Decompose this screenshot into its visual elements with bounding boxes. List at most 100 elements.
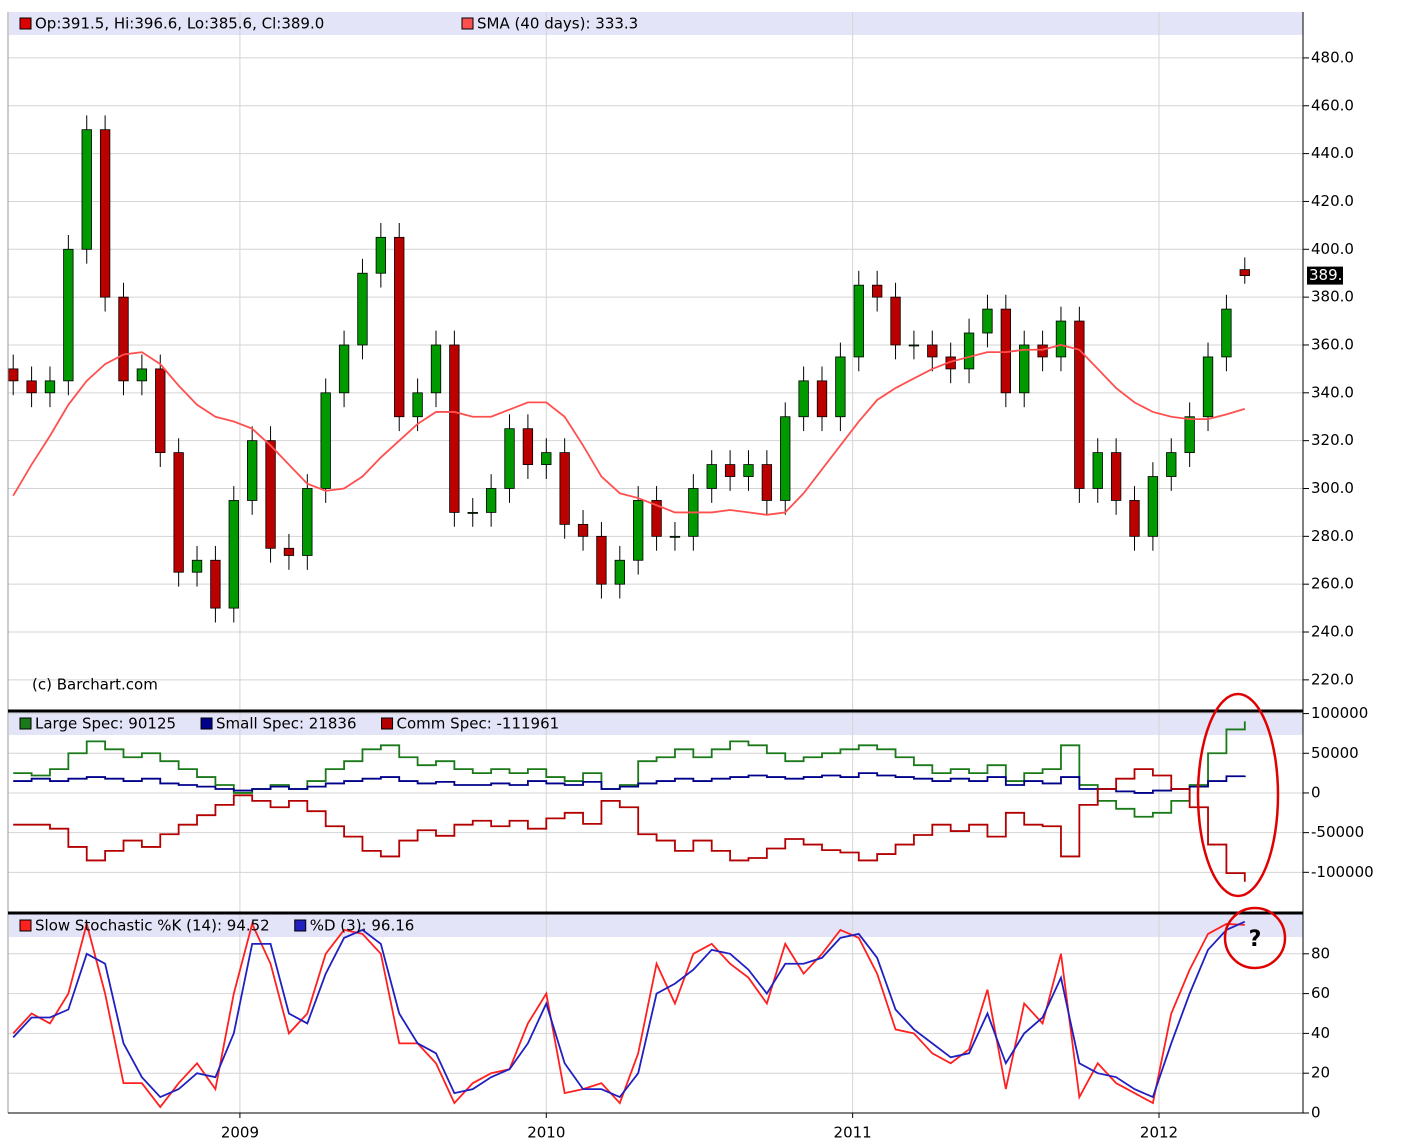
candle-body [228,500,239,609]
candle-body [780,416,791,501]
candle-body [522,428,534,465]
candle-body [265,440,276,549]
candle-body [1074,320,1085,489]
y-tick-label: 40 [1311,1024,1330,1042]
candle-body [651,500,662,537]
legend-label: Op:391.5, Hi:396.6, Lo:385.6, Cl:389.0 [35,15,324,33]
candle-body [743,464,754,477]
candle-body [357,272,368,346]
candle-body [1221,308,1232,358]
candle-body [853,284,864,358]
y-tick-label: 360.0 [1311,335,1354,353]
series-line [13,772,1246,794]
legend-swatch [381,717,394,730]
legend-strip [9,712,1303,735]
candle-body [871,284,883,298]
candle-body [614,559,625,585]
candle-body [1147,476,1159,537]
candle-body [927,344,938,358]
y-tick-label: -100000 [1311,863,1374,881]
candle-body [8,368,19,382]
candle-body [890,296,901,346]
y-tick-label: 320.0 [1311,431,1354,449]
candle-body [982,308,993,334]
candle-body [320,392,331,489]
x-tick-label: 2011 [834,1124,872,1142]
legend-label: %D (3): 96.16 [310,917,415,935]
series-line [12,344,1246,516]
candle-body [118,296,129,382]
series-line [13,768,1246,882]
y-tick-label: 0 [1311,783,1321,801]
y-tick-label: 80 [1311,944,1330,962]
legend-label: SMA (40 days): 333.3 [477,15,638,33]
candle-body [706,464,717,489]
candle-body [761,464,773,501]
x-tick-label: 2009 [221,1124,259,1142]
legend-swatch [19,919,32,932]
legend-label: Small Spec: 21836 [216,715,357,733]
candle-body [449,344,460,513]
y-tick-label: 480.0 [1311,48,1354,66]
y-tick-label: 60 [1311,984,1330,1002]
y-tick-label: 440.0 [1311,144,1354,162]
candle-body [81,129,92,250]
candle-body [283,547,295,556]
candle-body [136,368,148,382]
candle-body [1166,452,1177,477]
y-tick-label: 380.0 [1311,288,1354,306]
candle-body [1239,269,1250,277]
legend-swatch [19,17,32,30]
candle-body [173,452,184,573]
annotation-text: ? [1249,927,1262,952]
candle-body [1110,452,1122,501]
candle-body [394,236,405,418]
y-tick-label: -50000 [1311,823,1364,841]
series-line [12,920,1246,1099]
y-tick-label: 420.0 [1311,192,1354,210]
candle-body [816,380,828,418]
candle-body [247,440,258,501]
legend-label: Comm Spec: -111961 [397,715,560,733]
candle-body [191,559,203,573]
last-price-label: 389.0 [1309,266,1352,284]
candle-body [835,356,846,418]
candle-body [155,368,166,454]
candle-body [1092,452,1103,489]
candle-body [559,452,570,525]
candle-body [1184,416,1195,454]
candle-body [908,344,920,347]
y-tick-label: 100000 [1311,704,1368,722]
y-tick-label: 280.0 [1311,527,1354,545]
candle-body [302,488,313,556]
candle-body [375,236,387,274]
y-tick-label: 300.0 [1311,479,1354,497]
plot-layer: 220.0 240.0 260.0 280.0 300.0 320.0 340.0 360.0… [8,12,1374,1142]
legend-label: Large Spec: 90125 [35,715,176,733]
candle-body [44,380,56,394]
candle-body [26,380,37,394]
candle-body [577,523,589,537]
legend-label: Slow Stochastic %K (14): 94.52 [35,917,270,935]
candle-body [724,464,736,477]
candle-body [467,512,478,514]
candle-body [504,428,515,489]
y-tick-label: 400.0 [1311,240,1354,258]
annotation-ellipse [1196,692,1280,898]
y-tick-label: 460.0 [1311,96,1354,114]
legend-swatch [200,717,213,730]
annotation-circle [1223,906,1287,970]
candle-body [963,332,975,370]
candle-body [485,488,497,513]
legend-swatch [461,17,474,30]
y-tick-label: 0 [1311,1104,1321,1122]
candle-body [63,248,74,382]
candle-body [1129,500,1140,537]
candle-body [1037,344,1048,358]
legend-swatch [294,919,307,932]
candle-body [633,500,644,561]
x-tick-label: 2012 [1140,1124,1178,1142]
legend-strip [9,12,1303,35]
x-tick-label: 2010 [527,1124,565,1142]
